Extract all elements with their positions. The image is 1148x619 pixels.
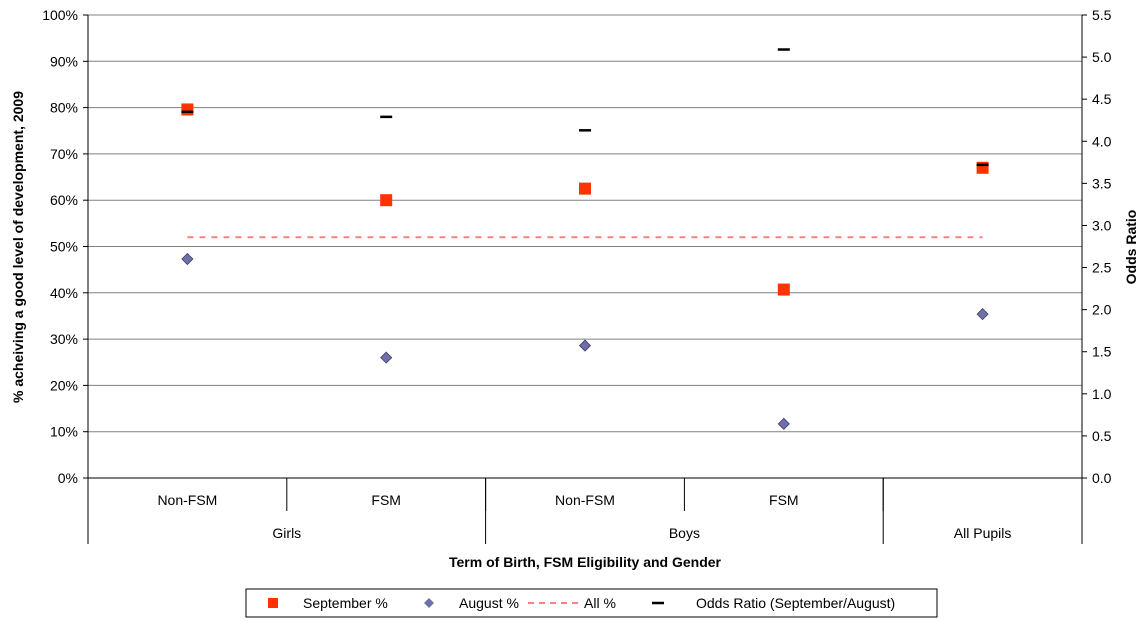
legend-odds-label: Odds Ratio (September/August) (696, 595, 895, 611)
x-axis-title: Term of Birth, FSM Eligibility and Gende… (449, 554, 722, 570)
y2-tick-label: 5.0 (1092, 49, 1112, 65)
y2-tick-label: 0.0 (1092, 470, 1112, 486)
category-label: Non-FSM (555, 492, 615, 508)
y-tick-label: 70% (50, 146, 78, 162)
axes (87, 15, 1083, 544)
y2-tick-label: 3.0 (1092, 217, 1112, 233)
legend-august-label: August % (459, 595, 519, 611)
y-tick-label: 30% (50, 331, 78, 347)
grid-lines (88, 14, 1082, 433)
y-tick-label: 20% (50, 377, 78, 393)
legend-box (245, 588, 938, 618)
august-point (777, 417, 790, 430)
august-point (181, 252, 194, 266)
august-point (976, 308, 989, 321)
y2-axis-title: Odds Ratio (1123, 210, 1139, 285)
right-axis-ticks: 0.0 0.5 1.0 1.5 2.0 2.5 3.0 3.5 4.0 4.5 5.0 5.5 (1082, 7, 1112, 486)
y-tick-label: 100% (42, 7, 78, 23)
legend-all-label: All % (584, 595, 616, 611)
group-label: Girls (272, 525, 301, 541)
category-label: FSM (769, 492, 799, 508)
y-axis-title: % acheiving a good level of development,… (10, 91, 26, 403)
y-tick-label: 80% (50, 100, 78, 116)
y-tick-label: 50% (50, 239, 78, 255)
group-label: Boys (669, 525, 700, 541)
y2-tick-label: 1.5 (1092, 344, 1112, 360)
y-tick-label: 60% (50, 192, 78, 208)
legend-september-marker (268, 598, 278, 608)
y2-tick-label: 1.0 (1092, 386, 1112, 402)
y2-tick-label: 4.5 (1092, 91, 1112, 107)
y2-tick-label: 3.5 (1092, 175, 1112, 191)
august-point (578, 339, 592, 352)
september-point (380, 194, 393, 207)
y-tick-label: 0% (58, 470, 78, 486)
y2-tick-label: 5.5 (1092, 7, 1112, 23)
y2-tick-label: 0.5 (1092, 428, 1112, 444)
category-labels: Non-FSM FSM Non-FSM FSM Girls Boys All Pupils (157, 492, 1011, 541)
y2-tick-label: 4.0 (1092, 133, 1112, 149)
september-point (777, 283, 790, 296)
september-point (579, 182, 591, 195)
category-label: FSM (371, 492, 401, 508)
september-point (181, 103, 194, 116)
category-label: Non-FSM (157, 492, 217, 508)
y2-tick-label: 2.5 (1092, 260, 1112, 276)
left-axis-ticks: 0% 10% 20% 30% 40% 50% 60% 70% 80% 90% 100% (42, 7, 88, 486)
y-tick-label: 10% (50, 424, 78, 440)
y-tick-label: 40% (50, 285, 78, 301)
legend-august-marker (424, 598, 434, 608)
september-point (976, 161, 989, 174)
august-point (380, 351, 393, 364)
y-tick-label: 90% (50, 53, 78, 69)
legend: September % August % All % Odds Ratio (S… (245, 588, 938, 618)
y2-tick-label: 2.0 (1092, 302, 1112, 318)
legend-september-label: September % (303, 595, 388, 611)
data-marks (181, 48, 989, 430)
group-label: All Pupils (954, 525, 1012, 541)
